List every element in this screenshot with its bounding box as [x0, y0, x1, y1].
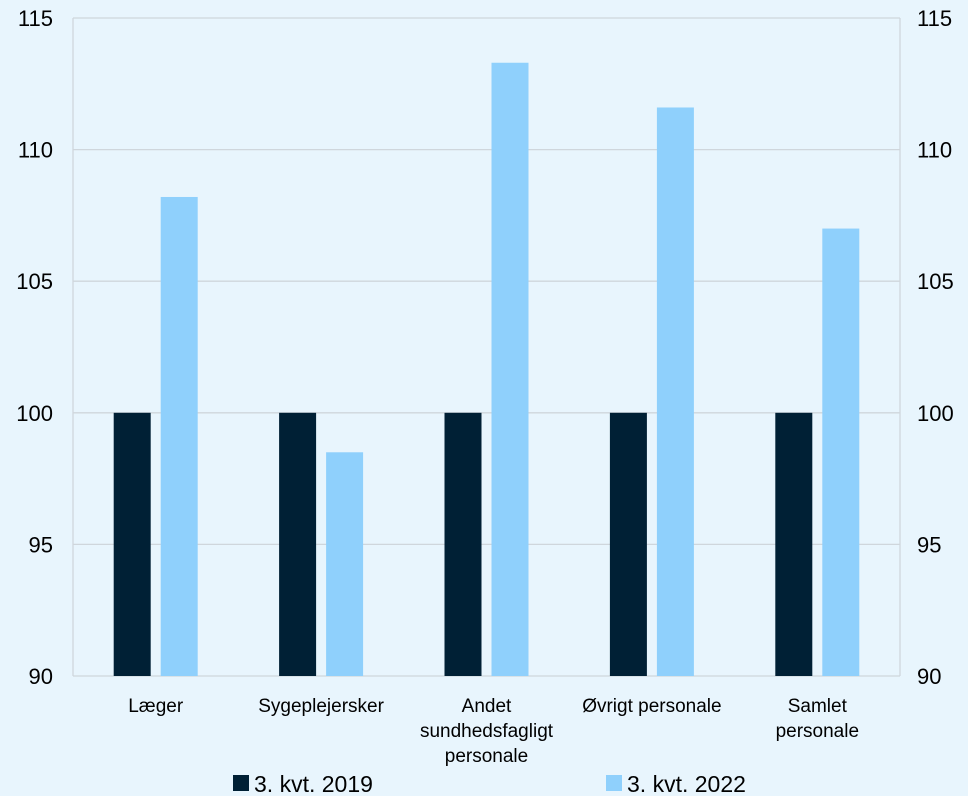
- y-axis-right: 90 95 100 105 110 115: [917, 6, 954, 689]
- y-tick-label-right: 100: [917, 401, 954, 426]
- y-tick-label-left: 105: [16, 269, 53, 294]
- legend-swatch: [233, 775, 249, 791]
- x-category-label: Andet: [462, 696, 512, 717]
- bars: [113, 62, 860, 677]
- legend: 3. kvt. 2019 3. kvt. 2022: [233, 771, 746, 796]
- legend-label: 3. kvt. 2019: [254, 771, 373, 796]
- y-tick-label-right: 110: [917, 138, 952, 163]
- y-axis-left: 90 95 100 105 110 115: [16, 6, 53, 689]
- x-category-label: sundhedsfagligt: [420, 721, 554, 742]
- bar-series-1: [279, 412, 317, 676]
- bar-series-2: [326, 452, 364, 676]
- x-category-label: Øvrigt personale: [582, 696, 721, 717]
- y-tick-label-left: 100: [16, 401, 53, 426]
- bar-series-1: [775, 412, 813, 676]
- x-category-label: personale: [776, 721, 859, 742]
- y-tick-label-right: 115: [917, 6, 952, 31]
- bar-series-1: [113, 412, 151, 676]
- y-tick-label-left: 115: [18, 6, 53, 31]
- bar-series-1: [609, 412, 647, 676]
- y-tick-label-left: 95: [29, 532, 53, 557]
- x-category-label: Sygeplejersker: [258, 696, 384, 717]
- bar-series-2: [160, 196, 198, 676]
- bar-series-1: [444, 412, 482, 676]
- x-category-label: Samlet: [788, 696, 848, 717]
- legend-swatch: [606, 775, 622, 791]
- x-axis-categories: Læger Sygeplejersker Andet sundhedsfagligt p…: [128, 696, 859, 767]
- x-category-label: Læger: [128, 696, 184, 717]
- y-tick-label-left: 110: [18, 138, 53, 163]
- bar-series-2: [822, 228, 860, 676]
- bar-series-2: [491, 62, 529, 676]
- bar-series-2: [656, 107, 694, 677]
- y-tick-label-right: 105: [917, 269, 954, 294]
- gridlines: [72, 17, 901, 677]
- legend-label: 3. kvt. 2022: [627, 771, 746, 796]
- x-category-label: personale: [445, 746, 528, 767]
- y-tick-label-right: 95: [917, 532, 941, 557]
- y-tick-label-right: 90: [917, 664, 941, 689]
- y-tick-label-left: 90: [29, 664, 53, 689]
